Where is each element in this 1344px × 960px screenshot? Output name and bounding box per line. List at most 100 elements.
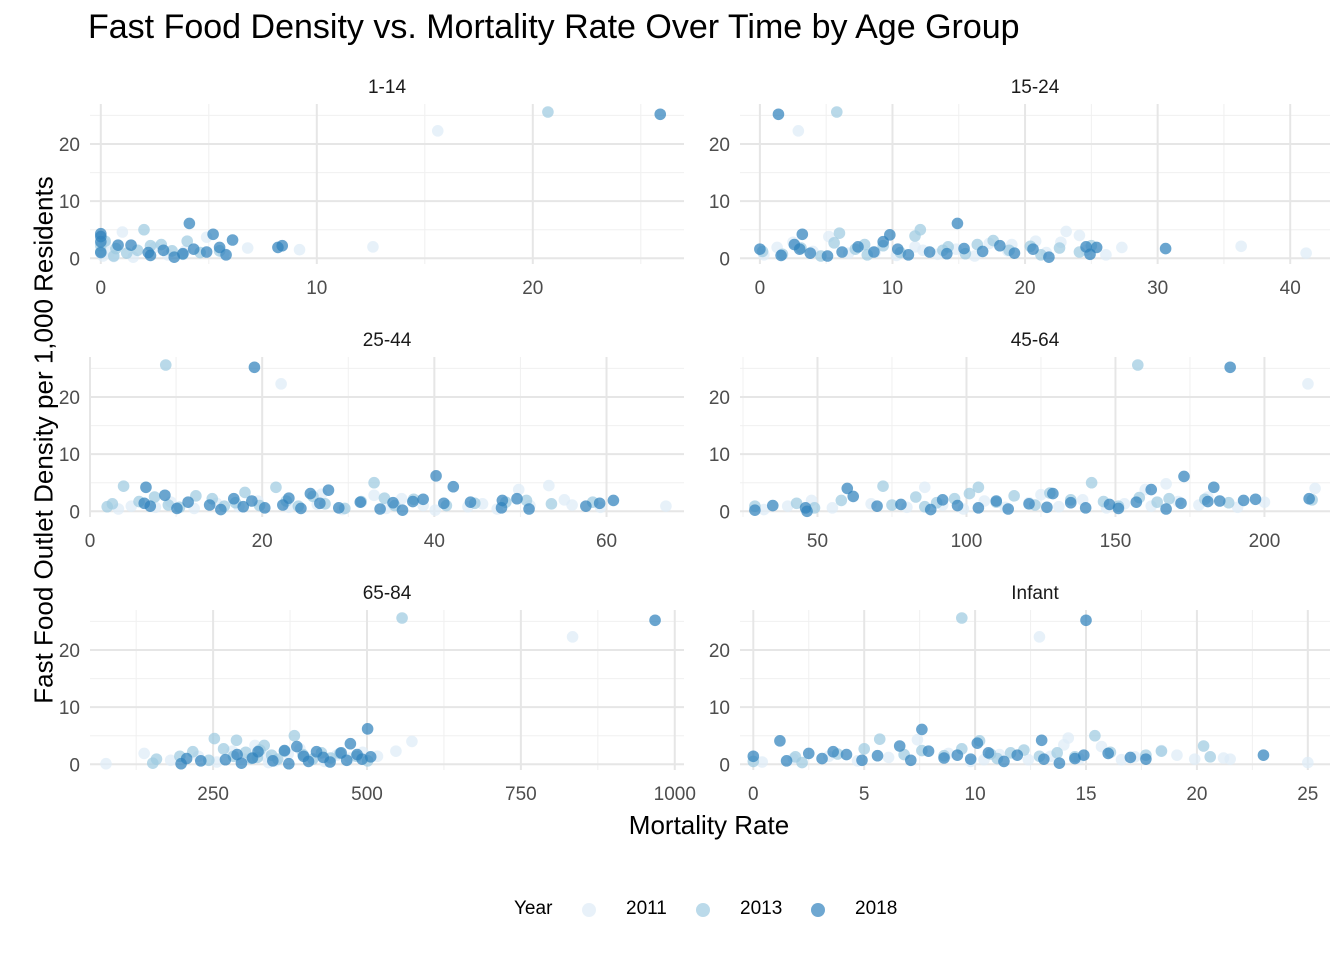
data-point	[237, 500, 250, 513]
data-point	[181, 235, 193, 247]
data-point	[877, 480, 889, 492]
data-point	[936, 494, 949, 506]
y-tick-label: 20	[709, 388, 730, 409]
x-tick-label: 60	[596, 531, 617, 552]
data-point	[246, 495, 258, 507]
data-point	[1043, 251, 1055, 263]
data-point	[1116, 241, 1128, 254]
x-tick-label: 0	[748, 784, 759, 805]
data-point	[283, 757, 295, 770]
data-point	[511, 492, 523, 505]
data-point	[1008, 247, 1021, 259]
data-point	[886, 499, 898, 511]
data-point	[203, 499, 216, 511]
x-tick-label: 20	[1014, 278, 1035, 299]
data-point	[112, 239, 124, 251]
data-point	[239, 486, 251, 499]
y-tick-label: 20	[59, 641, 80, 662]
data-point	[938, 752, 950, 764]
x-tick-label: 20	[1186, 784, 1207, 805]
x-tick-label: 5	[859, 784, 870, 805]
data-point	[895, 498, 907, 511]
data-point	[914, 223, 927, 236]
data-point	[1151, 496, 1163, 508]
data-point	[1038, 753, 1050, 765]
facet-panel-1-14: 1-14 0 10 20 0 10 20	[59, 77, 684, 299]
data-point	[1103, 498, 1116, 511]
data-point	[1235, 240, 1247, 253]
data-point	[1249, 493, 1262, 506]
data-point	[248, 361, 261, 374]
data-point	[144, 249, 157, 262]
data-point	[378, 492, 391, 504]
x-tick-label: 250	[197, 784, 229, 805]
data-point	[159, 359, 172, 371]
data-point	[252, 745, 264, 758]
legend: Year 2011 2013 2018	[0, 898, 1344, 922]
data-point	[278, 744, 291, 757]
data-point	[1084, 248, 1096, 261]
x-tick-label: 150	[1100, 531, 1132, 552]
x-tick-label: 15	[1075, 784, 1096, 805]
data-point	[804, 247, 817, 259]
data-point	[283, 492, 295, 504]
facet-panel-25-44: 25-44 0 20 40 60 0 10 20	[59, 330, 684, 552]
data-point	[187, 243, 200, 255]
data-point	[756, 756, 768, 768]
data-point	[1033, 631, 1046, 643]
data-point	[367, 241, 379, 253]
data-point	[1207, 481, 1220, 494]
data-point	[208, 732, 221, 745]
y-tick-label: 0	[69, 249, 80, 270]
facet-strip-label: 65-84	[363, 583, 412, 604]
data-point	[958, 242, 970, 255]
data-point	[543, 479, 555, 492]
data-point	[324, 756, 336, 768]
data-point	[1188, 753, 1201, 765]
data-point	[1080, 614, 1092, 627]
data-point	[802, 747, 815, 760]
data-point	[1163, 492, 1175, 505]
x-tick-label: 0	[755, 278, 766, 299]
data-point	[1011, 749, 1024, 761]
data-point	[417, 493, 429, 506]
data-point	[766, 499, 779, 512]
series-2013	[749, 359, 1318, 514]
y-tick-label: 20	[59, 388, 80, 409]
data-point	[904, 754, 917, 767]
facet-strip-label: 1-14	[368, 77, 406, 98]
data-point	[801, 505, 813, 518]
data-point	[407, 495, 419, 508]
x-axis-label: Mortality Rate	[628, 810, 790, 840]
legend-label-2011: 2011	[626, 898, 667, 919]
data-point	[566, 631, 579, 643]
data-point	[220, 249, 232, 261]
data-point	[1175, 497, 1187, 510]
y-tick-label: 10	[59, 192, 80, 213]
x-tick-label: 100	[951, 531, 983, 552]
data-point	[1053, 242, 1066, 254]
data-point	[789, 751, 802, 763]
data-point	[780, 755, 793, 767]
data-point	[747, 750, 760, 763]
data-point	[607, 494, 620, 507]
data-point	[157, 244, 170, 257]
data-point	[754, 243, 766, 255]
data-point	[200, 246, 213, 258]
data-point	[840, 748, 853, 761]
data-point	[1303, 492, 1315, 505]
data-point	[964, 753, 977, 765]
data-point	[830, 106, 843, 118]
data-point	[884, 229, 896, 241]
data-point	[106, 498, 119, 510]
data-point	[148, 491, 161, 503]
data-point	[231, 748, 243, 761]
data-point	[1222, 496, 1235, 509]
data-point	[322, 484, 335, 496]
data-point	[1035, 488, 1047, 501]
y-tick-label: 10	[59, 445, 80, 466]
data-point	[1302, 756, 1314, 769]
data-point	[998, 755, 1010, 768]
data-point	[1102, 747, 1114, 760]
data-point	[1085, 476, 1098, 489]
